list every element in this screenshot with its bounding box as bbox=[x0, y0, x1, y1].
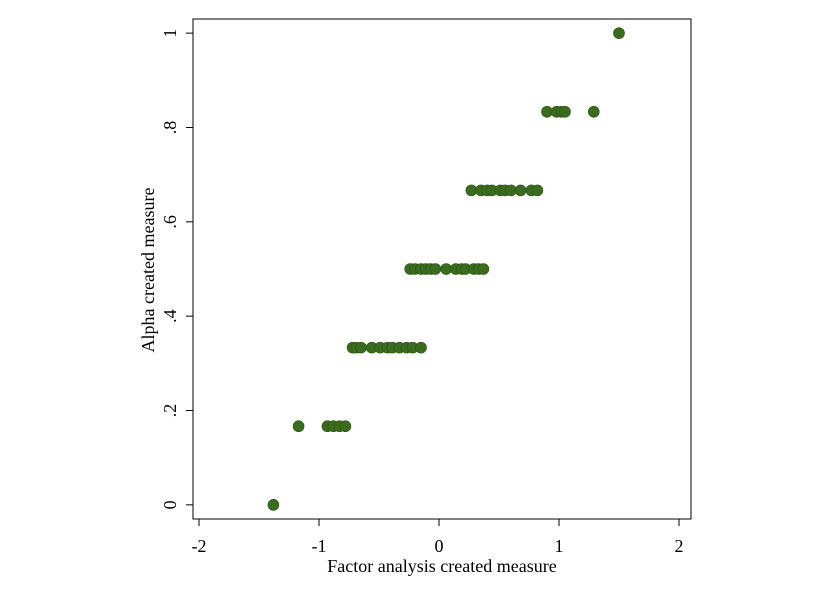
y-tick-label: .4 bbox=[160, 309, 180, 323]
scatter-point bbox=[429, 263, 442, 275]
x-tick-label: 0 bbox=[435, 536, 444, 556]
y-tick-label: .8 bbox=[160, 121, 180, 135]
y-tick-label: 1 bbox=[160, 29, 180, 38]
x-axis: -2 -1 0 1 2 bbox=[192, 519, 684, 556]
x-axis-label: Factor analysis created measure bbox=[327, 556, 556, 576]
x-tick-label: 2 bbox=[675, 536, 684, 556]
scatter-points bbox=[267, 27, 625, 511]
scatter-point bbox=[613, 27, 625, 39]
x-tick-label: -2 bbox=[192, 536, 207, 556]
y-tick-label: 0 bbox=[160, 500, 180, 509]
scatter-point bbox=[587, 105, 600, 118]
y-tick-label: .6 bbox=[160, 215, 180, 229]
scatter-point bbox=[355, 341, 367, 354]
scatter-point bbox=[267, 499, 280, 511]
x-tick-label: -1 bbox=[312, 536, 327, 556]
y-axis: 0 .2 .4 .6 .8 1 bbox=[160, 29, 193, 509]
scatter-point bbox=[415, 341, 427, 354]
x-tick-label: 1 bbox=[555, 536, 564, 556]
scatter-point bbox=[531, 184, 544, 197]
y-tick-label: .2 bbox=[160, 404, 180, 418]
scatter-point bbox=[477, 263, 490, 275]
scatter-point bbox=[559, 105, 571, 118]
scatter-point bbox=[514, 184, 527, 197]
y-axis-label: Alpha created measure bbox=[138, 188, 158, 353]
scatter-point bbox=[339, 420, 352, 433]
scatter-point bbox=[292, 420, 305, 433]
